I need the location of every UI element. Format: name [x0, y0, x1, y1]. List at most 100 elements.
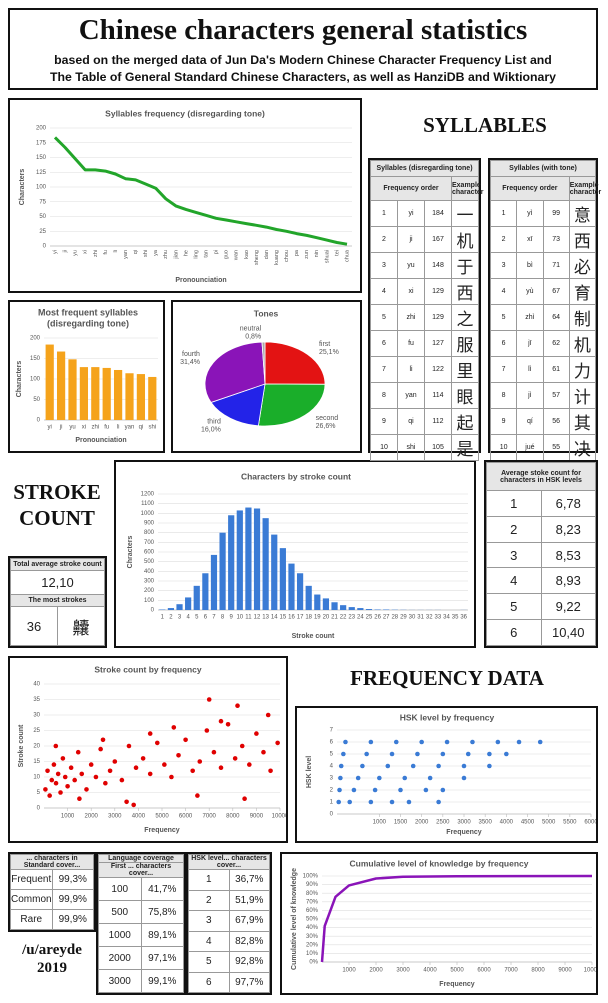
cell: qi: [397, 408, 425, 435]
x-axis-label: Stroke count: [292, 633, 335, 640]
x-tick-label: 10: [236, 615, 243, 621]
y-tick-label: 100%: [303, 874, 319, 880]
x-tick-label: 13: [262, 615, 269, 621]
table-row: 3 yu 148 于: [370, 252, 479, 279]
y-tick-label: 0%: [309, 960, 318, 966]
x-tick-label: 3500: [478, 820, 492, 826]
x-tick-label: zhu: [163, 250, 169, 259]
x-tick-label: chou: [284, 250, 290, 262]
table-row: 3 67,9%: [188, 910, 270, 932]
cell: 122: [424, 356, 452, 383]
x-tick-label: 5: [195, 615, 199, 621]
bar: [136, 374, 146, 420]
x-tick-label: ya: [153, 249, 159, 256]
point: [393, 739, 399, 745]
coverage-table: ... characters in Standard cover... Frequ…: [10, 854, 94, 930]
x-tick-label: 26: [374, 615, 381, 621]
x-tick-label: zhi: [91, 425, 99, 431]
point: [436, 763, 441, 769]
cell: 2: [489, 226, 518, 253]
signature: 2019: [37, 960, 67, 976]
x-tick-label: 36: [460, 615, 467, 621]
cell: lì: [516, 356, 544, 383]
x-tick-label: 19: [314, 615, 321, 621]
table-row: 6 97,7%: [188, 971, 270, 993]
bar: [271, 534, 278, 610]
cell: 67: [542, 278, 570, 305]
x-tick-label: chua: [344, 249, 350, 262]
point: [68, 765, 74, 770]
x-tick-label: fu: [104, 425, 109, 431]
bar: [125, 373, 134, 420]
cell: bì: [516, 252, 544, 279]
cell: yu: [397, 252, 425, 279]
y-tick-label: 1100: [141, 501, 155, 507]
point: [55, 771, 61, 777]
cell: 1000: [98, 923, 142, 947]
x-tick-label: 23: [348, 615, 355, 621]
point: [389, 751, 395, 757]
point: [495, 739, 501, 745]
cell: 75,8%: [140, 900, 184, 924]
bar: [296, 573, 304, 610]
bar: [253, 508, 261, 610]
chart-title: HSK level by frequency: [400, 712, 495, 722]
table-row: Common 99,9%: [10, 889, 94, 910]
bar: [305, 585, 312, 610]
pie-slice: [264, 341, 326, 385]
cell: 127: [424, 330, 452, 357]
cell: 9: [370, 408, 398, 435]
y-tick-label: 800: [144, 530, 155, 536]
pie-label: second: [316, 415, 339, 422]
table-panel: Total average stroke count 12,10 The mos…: [8, 556, 107, 648]
point: [347, 799, 352, 805]
x-tick-label: qi: [139, 425, 144, 431]
table-row: 5 zhì 64 制: [489, 304, 597, 331]
bar: [56, 351, 66, 420]
point: [343, 739, 348, 745]
cell: 57: [542, 382, 570, 409]
chart: Cumulative level of knowledge by frequen…: [291, 858, 596, 988]
cell: 56: [542, 408, 570, 435]
x-tick-label: 35: [452, 615, 459, 621]
y-tick-label: 40: [33, 682, 40, 688]
x-tick-label: 7000: [203, 814, 217, 820]
point: [107, 768, 113, 774]
point: [58, 790, 63, 795]
y-tick-label: 50: [33, 397, 40, 403]
point: [197, 759, 203, 764]
cell: 7: [489, 356, 518, 383]
y-tick-label: 50%: [306, 917, 319, 923]
cell: 力: [568, 356, 597, 383]
pie-value-label: 25,1%: [319, 349, 339, 356]
chart-title: Syllables frequency (disregarding tone): [105, 108, 265, 118]
chart-panel: Most frequent syllables (disregarding ton…: [8, 300, 165, 453]
point: [171, 725, 177, 730]
pie-slice: [210, 383, 266, 427]
chart: Characters by stroke count 0 100 200 300 400 5…: [127, 471, 468, 640]
point: [261, 749, 266, 755]
bar: [331, 602, 338, 610]
bar: [193, 585, 200, 610]
x-tick-label: 4500: [521, 820, 535, 826]
x-tick-label: fu: [103, 250, 109, 255]
table-title: Total average stroke count: [10, 558, 105, 571]
cell: 3: [489, 252, 518, 279]
point: [169, 774, 174, 780]
point: [338, 775, 343, 781]
bar: [288, 563, 295, 610]
section-heading: SYLLABLES: [423, 113, 547, 137]
y-tick-label: 2: [330, 788, 334, 794]
point: [206, 697, 212, 702]
x-tick-label: 32: [426, 615, 433, 621]
x-axis-label: Frequency: [439, 981, 475, 988]
chart-panel: Cumulative level of knowledge by frequen…: [280, 852, 598, 995]
table-title: Language coverage: [98, 854, 184, 863]
cell: 意: [568, 200, 597, 227]
chart: Syllables frequency (disregarding tone) 0…: [19, 108, 352, 284]
point: [368, 799, 374, 805]
cell: 3: [188, 910, 230, 932]
x-tick-label: 1000: [61, 814, 75, 820]
point: [103, 780, 108, 786]
y-tick-label: 700: [144, 540, 155, 546]
